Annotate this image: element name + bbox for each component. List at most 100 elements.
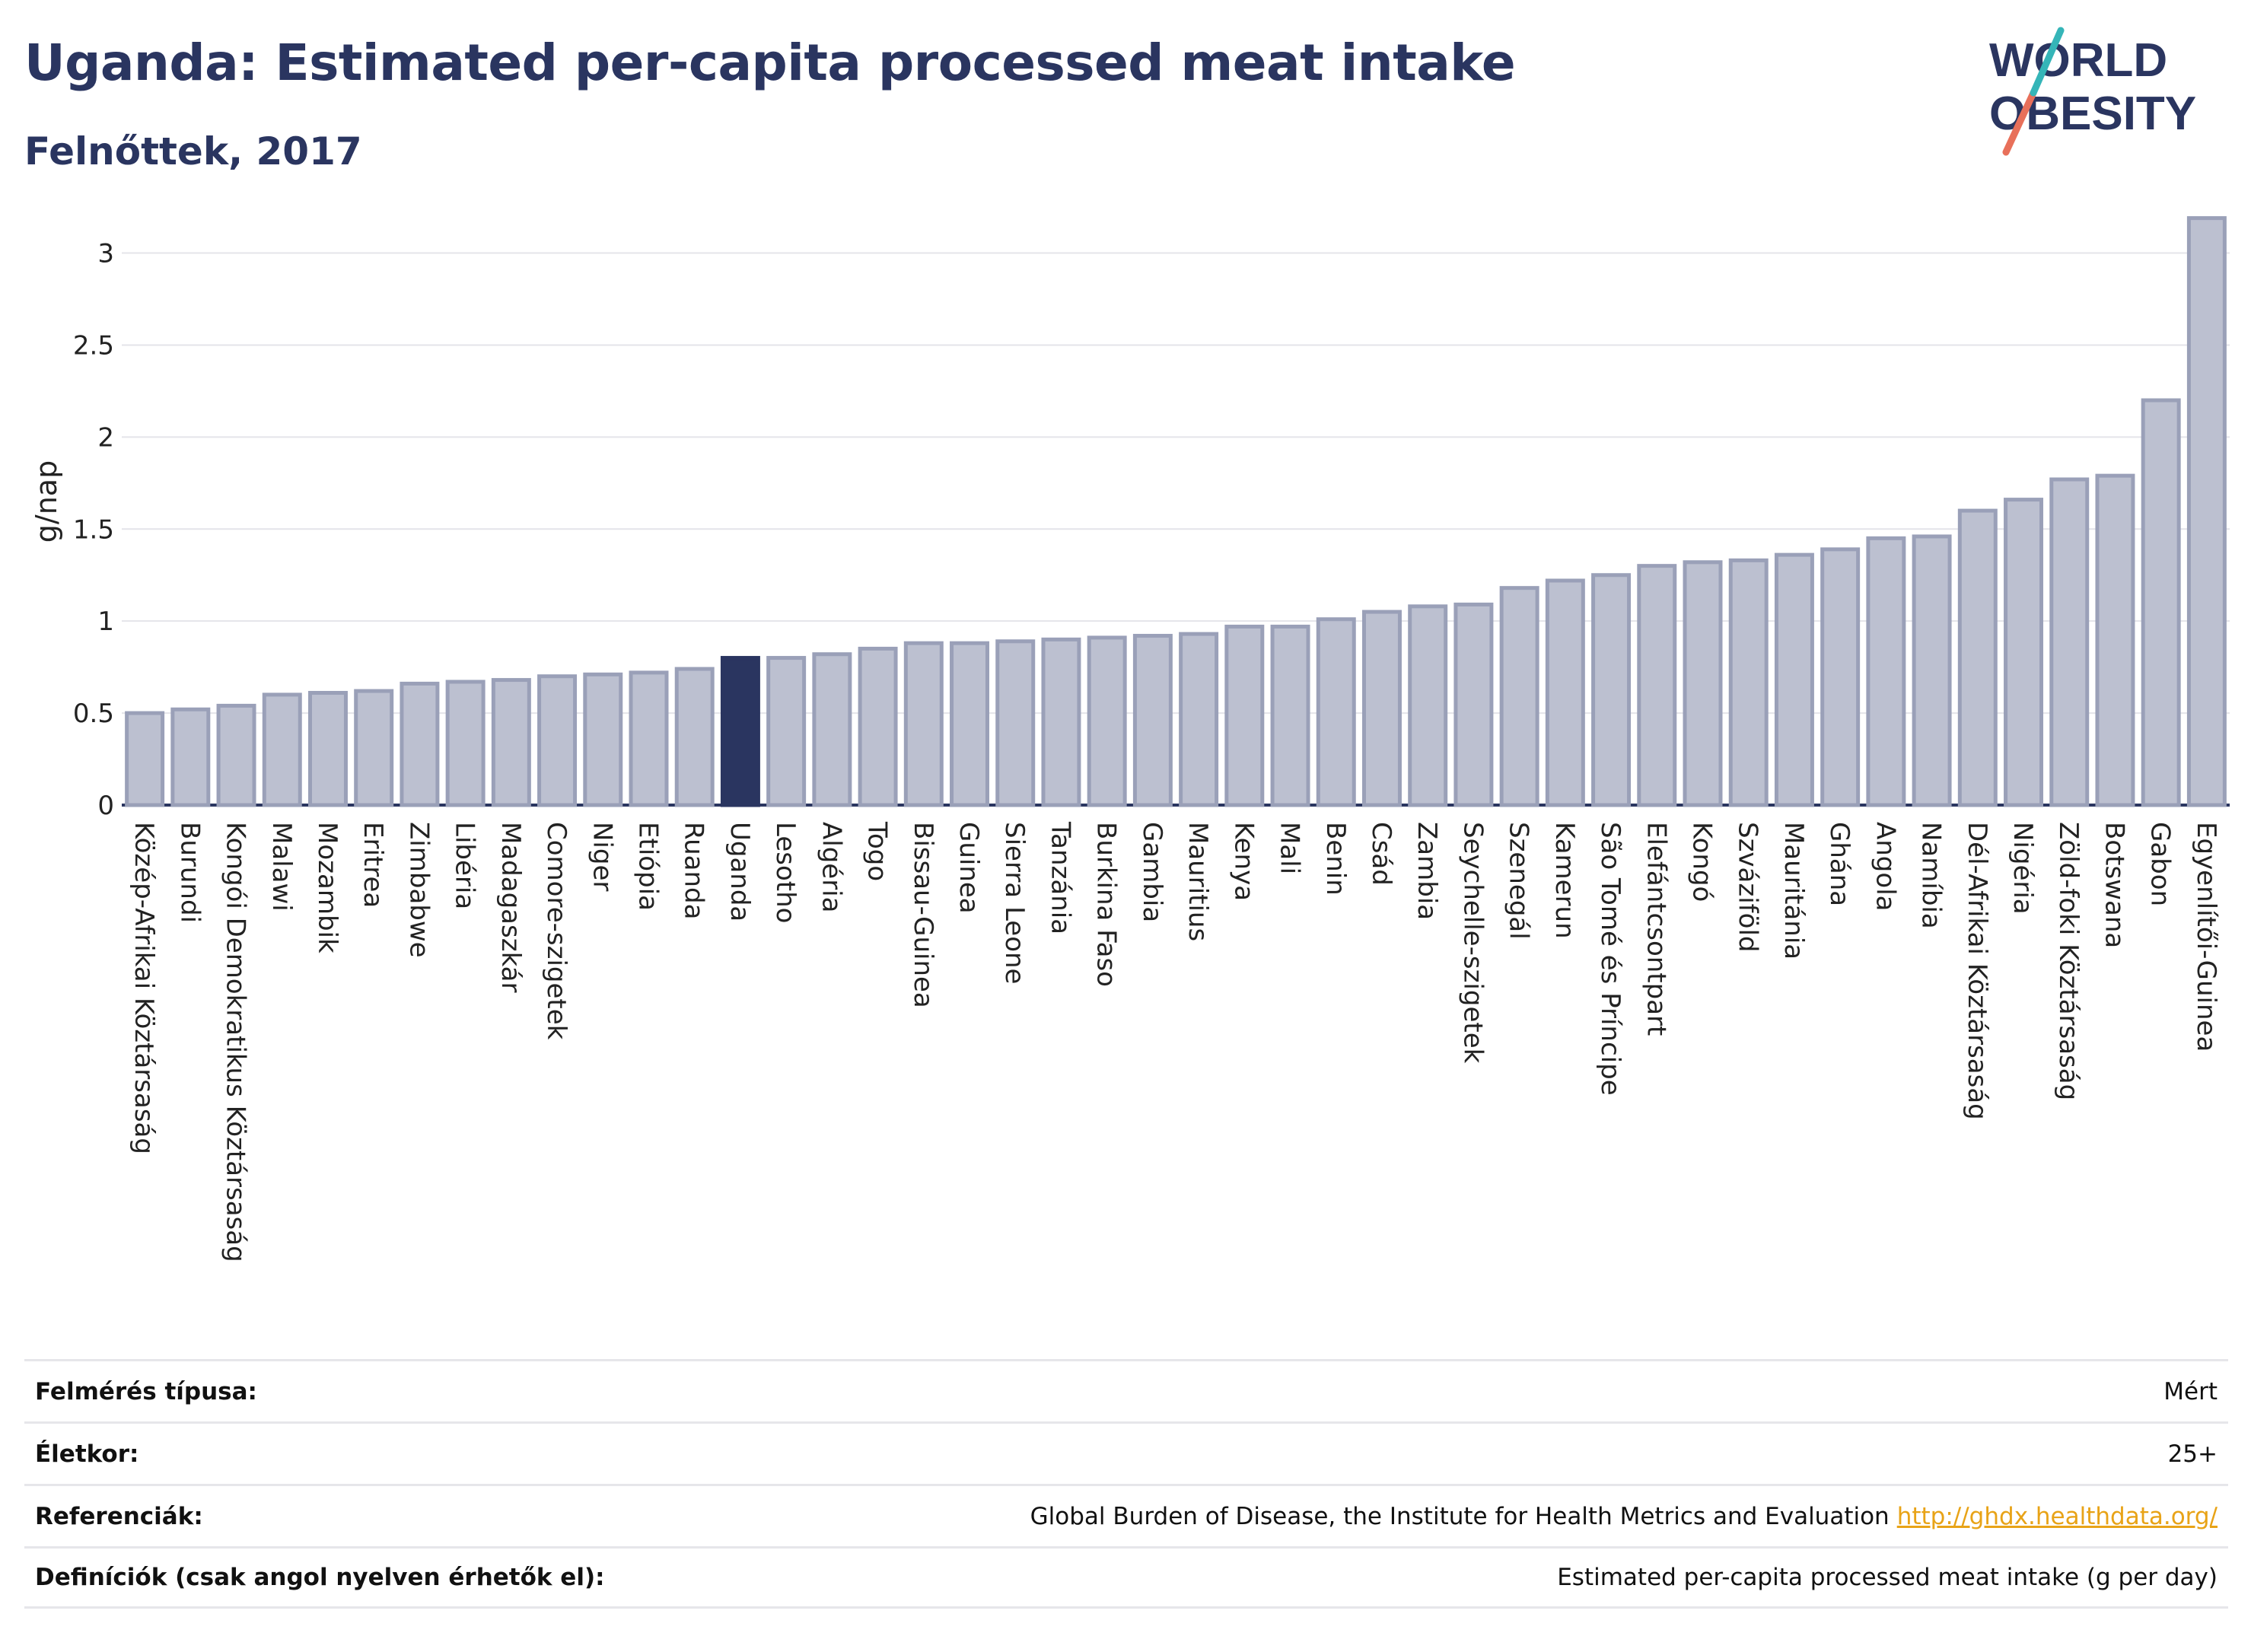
logo-line1: WORLD bbox=[1989, 34, 2167, 87]
bar bbox=[1361, 610, 1402, 807]
bar bbox=[491, 678, 531, 807]
bar bbox=[1820, 547, 1861, 807]
y-tick-label: 2 bbox=[97, 422, 114, 453]
logo-slash-coral bbox=[2002, 89, 2037, 156]
metadata-value: Mért bbox=[2163, 1378, 2218, 1405]
bar bbox=[445, 680, 486, 807]
y-tick-label: 1 bbox=[97, 606, 114, 637]
x-tick-label: Mauritánia bbox=[1778, 822, 1809, 960]
bar bbox=[537, 674, 578, 807]
x-tick-label: Bissau-Guinea bbox=[908, 822, 938, 1008]
bar bbox=[2049, 477, 2090, 807]
metadata-row: Definíciók (csak angol nyelven érhetők e… bbox=[24, 1546, 2228, 1609]
x-tick-label: Gambia bbox=[1137, 822, 1167, 922]
x-tick-label: Zambia bbox=[1412, 822, 1442, 920]
bar bbox=[216, 703, 256, 807]
bar bbox=[1866, 536, 1906, 807]
bar bbox=[307, 690, 348, 807]
bar bbox=[1408, 604, 1448, 807]
bar bbox=[2095, 473, 2135, 807]
bar bbox=[170, 707, 211, 807]
x-tick-label: Lesotho bbox=[770, 822, 801, 923]
bar bbox=[812, 652, 852, 807]
bar bbox=[858, 646, 898, 807]
y-axis-label: g/nap bbox=[30, 460, 63, 543]
x-tick-label: São Tomé és Príncipe bbox=[1595, 822, 1625, 1096]
logo-slash-teal bbox=[2030, 27, 2065, 97]
x-tick-label: Kenya bbox=[1228, 822, 1259, 901]
x-tick-label: Libéria bbox=[450, 822, 480, 909]
bar-chart: 0 0.5 1 1.5 2 2.5 3 Közép-Afrikai Köztársaság B… bbox=[30, 216, 2230, 1262]
x-tick-label: Uganda bbox=[724, 822, 755, 921]
x-tick-label: Csád bbox=[1366, 822, 1396, 886]
metadata-value: Global Burden of Disease, the Institute … bbox=[1030, 1503, 2218, 1530]
reference-link[interactable]: http://ghdx.healthdata.org/ bbox=[1896, 1502, 2218, 1530]
bar bbox=[583, 672, 623, 807]
x-tick-label: Mali bbox=[1275, 822, 1305, 874]
metadata-key: Felmérés típusa: bbox=[35, 1377, 257, 1405]
x-tick-label: Burkina Faso bbox=[1091, 822, 1122, 987]
x-tick-label: Malawi bbox=[266, 822, 297, 912]
bar-highlighted bbox=[720, 656, 760, 807]
x-tick-label: Mozambik bbox=[312, 822, 342, 953]
bar bbox=[2004, 498, 2044, 807]
y-tick-label: 3 bbox=[97, 239, 114, 269]
x-tick-label: Angola bbox=[1870, 822, 1900, 911]
y-tick-label: 0.5 bbox=[73, 699, 114, 729]
bar bbox=[1453, 602, 1494, 807]
x-tick-label: Ghána bbox=[1824, 822, 1855, 906]
bar bbox=[766, 656, 807, 807]
x-tick-label: Egyenlítői-Guinea bbox=[2191, 822, 2221, 1052]
metadata-row: Referenciák: Global Burden of Disease, th… bbox=[24, 1484, 2228, 1546]
x-tick-label: Ruanda bbox=[679, 822, 709, 919]
y-tick-label: 1.5 bbox=[73, 514, 114, 545]
bar bbox=[1774, 552, 1814, 807]
bar bbox=[1591, 573, 1632, 807]
bar bbox=[2186, 216, 2227, 807]
metadata-table: Felmérés típusa: Mért Életkor: 25+ Referenci… bbox=[24, 1359, 2228, 1609]
bar bbox=[1545, 578, 1585, 807]
world-obesity-logo: WORLD OBESITY bbox=[1989, 27, 2196, 156]
metadata-value-text: Mért bbox=[2163, 1377, 2218, 1405]
x-tick-label: Kongói Demokratikus Köztársaság bbox=[221, 822, 251, 1262]
x-tick-label: Seychelle-szigetek bbox=[1457, 822, 1488, 1064]
chart-subtitle: Felnőttek, 2017 bbox=[24, 129, 362, 173]
bar bbox=[262, 692, 302, 807]
x-tick-label: Zöld-foki Köztársaság bbox=[2053, 822, 2084, 1100]
bar bbox=[125, 711, 165, 807]
x-tick-label: Eritrea bbox=[358, 822, 388, 908]
x-tick-label: Gabon bbox=[2145, 822, 2176, 906]
bar bbox=[1270, 624, 1310, 807]
x-tick-label: Algéria bbox=[816, 822, 846, 912]
y-axis-ticks: 0 0.5 1 1.5 2 2.5 3 bbox=[73, 239, 114, 821]
bar bbox=[400, 681, 440, 807]
x-tick-label: Elefántcsontpart bbox=[1641, 822, 1671, 1036]
bar bbox=[1316, 617, 1356, 807]
y-tick-label: 2.5 bbox=[73, 330, 114, 361]
x-tick-label: Benin bbox=[1320, 822, 1351, 896]
x-tick-label: Namíbia bbox=[1916, 822, 1947, 929]
x-tick-label: Szváziföld bbox=[1733, 822, 1763, 952]
bar bbox=[1087, 635, 1127, 807]
bars bbox=[125, 216, 2227, 807]
metadata-key: Életkor: bbox=[35, 1440, 139, 1468]
x-tick-label: Kongó bbox=[1687, 822, 1718, 902]
x-axis-labels: Közép-Afrikai Köztársaság Burundi Kongói D… bbox=[129, 821, 2221, 1262]
bar bbox=[950, 641, 990, 807]
metadata-row: Felmérés típusa: Mért bbox=[24, 1359, 2228, 1421]
x-tick-label: Guinea bbox=[954, 822, 984, 914]
bar bbox=[1499, 586, 1539, 807]
bar bbox=[1728, 558, 1769, 807]
x-tick-label: Mauritius bbox=[1183, 822, 1213, 941]
metadata-value: 25+ bbox=[2168, 1440, 2218, 1468]
metadata-row: Életkor: 25+ bbox=[24, 1421, 2228, 1484]
bar bbox=[995, 639, 1036, 807]
metadata-value-text: Global Burden of Disease, the Institute … bbox=[1030, 1502, 1890, 1530]
x-tick-label: Burundi bbox=[174, 822, 205, 923]
x-tick-label: Madagaszkár bbox=[495, 822, 526, 992]
y-tick-label: 0 bbox=[97, 791, 114, 821]
x-tick-label: Közép-Afrikai Köztársaság bbox=[129, 822, 159, 1154]
bar bbox=[1179, 632, 1219, 807]
bar bbox=[629, 670, 669, 807]
x-tick-label: Togo bbox=[862, 821, 893, 881]
